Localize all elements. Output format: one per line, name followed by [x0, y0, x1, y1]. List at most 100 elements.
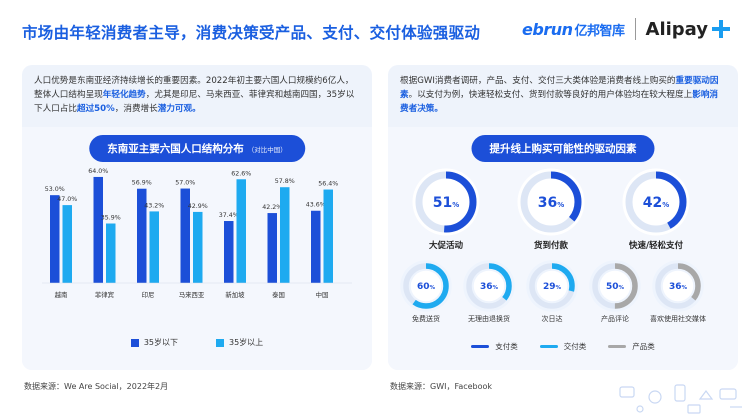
alipay-logo: Alipay [646, 19, 730, 40]
ring-快速/轻松支付: 42% 快速/轻松支付 [622, 168, 690, 251]
legend-item-交付类: 交付类 [539, 341, 586, 352]
ring-value-number: 51 [433, 195, 452, 211]
ring-value-percent: % [662, 201, 669, 209]
legend-swatch [130, 338, 139, 347]
bar-菲律宾-35岁以下 [93, 176, 103, 283]
ring-center [529, 180, 573, 224]
ring-center [599, 270, 631, 302]
bar-label-泰国-35岁以上: 57.8% [275, 178, 295, 185]
ring-label-免费送货: 免费送货 [412, 314, 440, 323]
ebrun-logo-text: ebrun [522, 19, 573, 39]
bar-label-菲律宾-35岁以上: 35.9% [101, 215, 121, 222]
bar-label-泰国-35岁以下: 42.2% [262, 204, 282, 211]
alipay-plus-icon [712, 20, 730, 38]
drivers-description: 根据GWI消费者调研，产品、支付、交付三大类体验是消费者线上购买的重要驱动因素。… [400, 74, 726, 116]
ring-value-percent: % [682, 285, 688, 291]
drivers-chart-title: 提升线上购买可能性的驱动因素 [471, 135, 655, 162]
ring-value-percent: % [557, 201, 564, 209]
bar-中国-35岁以上 [323, 189, 333, 283]
bar-label-越南-35岁以上: 47.0% [57, 196, 77, 203]
ring-value-无理由退换货: 36% [480, 282, 499, 292]
ebrun-logo: ebrun 亿邦智库 [522, 20, 625, 39]
bar-马来西亚-35岁以上 [193, 211, 203, 283]
bar-马来西亚-35岁以下 [180, 188, 190, 283]
population-source: 数据来源：We Are Social，2022年2月 [24, 382, 169, 391]
legend-label: 35岁以上 [229, 338, 264, 347]
ring-value-percent: % [556, 285, 562, 291]
legend-item-35岁以下: 35岁以下 [130, 337, 178, 348]
drivers-source: 数据来源：GWI，Facebook [390, 382, 493, 391]
bar-label-新加坡-35岁以下: 37.4% [219, 212, 239, 219]
ring-value-percent: % [430, 285, 436, 291]
ring-center [424, 180, 468, 224]
bar-label-印尼-35岁以下: 56.9% [132, 180, 152, 187]
category-label-新加坡: 新加坡 [225, 290, 245, 299]
category-label-中国: 中国 [316, 290, 329, 299]
ring-arc-喜欢使用社交媒体 [655, 263, 701, 309]
ring-value-number: 42 [643, 195, 662, 211]
ring-label-次日达: 次日达 [542, 314, 563, 323]
bar-印尼-35岁以上 [149, 211, 159, 283]
drivers-legend: 支付类 交付类 产品类 [388, 341, 738, 352]
population-legend: 35岁以下 35岁以上 [22, 337, 372, 348]
ring-货到付款: 36% 货到付款 [517, 168, 585, 251]
ring-value-percent: % [493, 285, 499, 291]
ring-arc-无理由退换货 [466, 263, 512, 309]
ring-喜欢使用社交媒体: 36% 喜欢使用社交媒体 [650, 260, 706, 323]
bar-label-新加坡-35岁以上: 62.6% [231, 170, 251, 177]
legend-item-产品类: 产品类 [608, 341, 655, 352]
ring-value-免费送货: 60% [417, 282, 436, 292]
bar-中国-35岁以下 [311, 210, 321, 283]
ring-center [410, 270, 442, 302]
ring-value-number: 29 [543, 282, 556, 292]
population-panel: 人口优势是东南亚经济持续增长的重要因素。2022年初主要六国人口规模约6亿人，整… [22, 65, 372, 370]
ring-value-次日达: 29% [543, 282, 562, 292]
ring-center [634, 180, 678, 224]
ring-value-number: 60 [417, 282, 430, 292]
bar-label-中国-35岁以上: 56.4% [318, 181, 338, 188]
page-title: 市场由年轻消费者主导，消费决策受产品、支付、交付体验强驱动 [22, 24, 481, 42]
legend-label: 35岁以下 [143, 338, 178, 347]
legend-line [539, 345, 558, 348]
ring-value-number: 36 [669, 282, 682, 292]
drivers-desc-text-1: 重要驱动因素 [400, 76, 719, 100]
ring-arc-产品评论 [592, 263, 638, 309]
ring-value-percent: % [452, 201, 459, 209]
bar-新加坡-35岁以上 [236, 179, 246, 283]
legend-line [471, 345, 490, 348]
drivers-ring-chart: 51% 大促活动 36% 货到付款 42% 快速/轻松支付 60% 免费送货 36% 无理由退换货… [400, 168, 706, 323]
ring-value-number: 36 [480, 282, 493, 292]
ring-value-产品评论: 50% [606, 282, 625, 292]
bar-label-越南-35岁以下: 53.0% [45, 186, 65, 193]
drivers-panel: 根据GWI消费者调研，产品、支付、交付三大类体验是消费者线上购买的重要驱动因素。… [388, 65, 738, 370]
bar-label-中国-35岁以下: 43.6% [306, 202, 326, 209]
bar-label-印尼-35岁以上: 43.2% [144, 202, 164, 209]
ring-value-number: 50 [606, 282, 619, 292]
ring-label-无理由退换货: 无理由退换货 [468, 314, 510, 323]
legend-line [608, 345, 627, 348]
ring-arc-次日达 [529, 263, 575, 309]
ring-无理由退换货: 36% 无理由退换货 [463, 260, 515, 323]
ring-center [662, 270, 694, 302]
logo-divider [634, 18, 636, 40]
legend-label: 产品类 [632, 342, 655, 351]
population-chart-title-text: 东南亚主要六国人口结构分布 [107, 143, 244, 155]
bar-label-马来西亚-35岁以下: 57.0% [175, 180, 195, 187]
alipay-logo-text: Alipay [645, 18, 708, 40]
ring-label-大促活动: 大促活动 [429, 240, 464, 251]
population-chart-title: 东南亚主要六国人口结构分布 （对比中国） [89, 135, 305, 162]
drivers-desc-text-2: 。以支付为例，快速轻松支付、货到付款等良好的用户体验均在较大程度上 [408, 90, 693, 100]
ring-arc-快速/轻松支付 [625, 171, 687, 233]
ring-label-货到付款: 货到付款 [533, 240, 569, 251]
legend-item-支付类: 支付类 [471, 341, 518, 352]
legend-swatch [216, 338, 224, 347]
ring-大促活动: 51% 大促活动 [412, 168, 480, 251]
category-label-印尼: 印尼 [142, 291, 155, 299]
bar-越南-35岁以上 [62, 205, 72, 283]
population-chart-subtitle: （对比中国） [247, 146, 287, 154]
bar-泰国-35岁以下 [267, 213, 277, 283]
ring-产品评论: 50% 产品评论 [589, 260, 641, 323]
population-desc-text-2: ，尤其是印尼、马来西亚、菲律宾和越南四国，35岁以下人口占比 [34, 90, 355, 114]
population-bar-chart: 53.0% 47.0% 越南 64.0% 35.9% 菲律宾 56.9% 43.2% 印尼 57.… [42, 168, 352, 299]
category-label-马来西亚: 马来西亚 [179, 291, 205, 299]
